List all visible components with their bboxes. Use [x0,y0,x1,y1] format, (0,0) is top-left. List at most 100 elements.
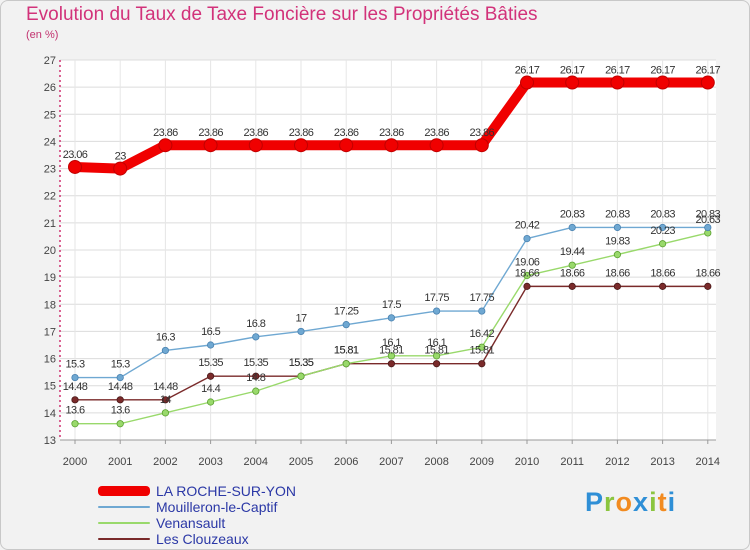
data-label: 19.83 [605,236,630,248]
data-label: 20.42 [515,220,540,232]
data-point [384,138,399,153]
legend-label: Mouilleron-le-Captif [156,499,278,515]
data-point [207,341,215,349]
x-tick-label: 2014 [696,456,720,468]
x-tick-label: 2013 [650,456,674,468]
data-point [613,282,622,290]
data-point [297,372,305,380]
logo-letter: P [585,487,605,517]
logo-letter: i [649,487,658,517]
data-point [161,346,169,355]
data-label: 19.06 [515,257,540,269]
data-label: 23.86 [198,127,223,139]
data-point [387,314,395,322]
y-tick-label: 21 [44,218,56,230]
x-tick-label: 2012 [605,456,629,468]
x-tick-label: 2004 [244,456,268,468]
data-label: 17.5 [382,299,401,311]
legend-swatch [98,486,150,496]
data-point [658,282,667,290]
data-label: 13.6 [65,405,84,417]
x-tick-label: 2001 [108,456,132,468]
data-point [248,138,263,153]
data-label: 15.81 [379,345,404,357]
data-point [203,138,218,153]
data-point [297,327,305,336]
data-point [252,372,260,380]
legend-swatch [98,522,150,524]
data-point [700,75,715,90]
data-point [252,387,260,395]
chart-title: Evolution du Taux de Taxe Foncière sur l… [26,4,538,25]
data-point [207,398,215,406]
legend-label: LA ROCHE-SUR-YON [156,483,297,499]
logo-letter: o [615,487,634,517]
data-point [658,223,667,232]
data-label: 20.23 [650,225,675,237]
y-axis-unit: (en %) [26,29,59,41]
data-label: 26.17 [560,65,585,77]
legend-item: Mouilleron-le-Captif [98,499,296,515]
data-label: 26.17 [605,65,630,77]
data-label: 18.66 [515,267,540,279]
data-point [116,420,124,428]
data-label: 18.66 [696,267,721,279]
data-label: 23.86 [424,127,449,139]
x-tick-label: 2011 [560,456,584,468]
x-tick-label: 2002 [153,456,177,468]
data-label: 23.86 [244,127,269,139]
data-label: 23.86 [334,127,359,139]
y-tick-label: 25 [44,109,56,121]
data-point [158,138,173,153]
data-point [655,75,670,90]
y-tick-label: 14 [44,408,56,420]
y-tick-label: 18 [44,299,56,311]
x-tick-label: 2006 [334,456,358,468]
data-point [161,409,169,417]
data-point [474,138,489,153]
data-label: 15.35 [289,357,314,369]
data-point [342,321,350,329]
y-tick-label: 27 [44,55,56,67]
legend-label: Les Clouzeaux [156,531,249,547]
data-point [339,138,354,153]
y-tick-label: 26 [44,82,56,94]
data-point [161,396,169,404]
data-label: 23 [115,151,127,163]
data-label: 26.17 [696,65,721,77]
data-point [387,352,395,360]
data-point [478,360,486,368]
data-label: 14.48 [153,381,178,393]
legend-label: Venansault [156,515,226,531]
data-label: 15.81 [470,345,495,357]
data-label: 16.5 [201,326,220,338]
x-tick-label: 2009 [470,456,494,468]
data-point [610,75,625,90]
data-point [704,282,712,290]
data-label: 20.63 [696,214,721,226]
logo-letter: r [604,487,616,517]
x-tick-label: 2010 [515,456,539,468]
data-point [432,352,441,360]
data-label: 23.86 [470,127,495,139]
x-tick-label: 2000 [63,456,87,468]
data-label: 15.3 [111,359,130,371]
proxiti-logo: Proxiti [585,487,676,518]
data-point [294,138,308,153]
legend-item: Les Clouzeaux [98,531,296,547]
data-label: 20.83 [696,208,721,220]
data-label: 20.83 [650,208,675,220]
x-tick-label: 2005 [289,456,313,468]
data-label: 23.86 [289,127,314,139]
x-tick-label: 2008 [424,456,448,468]
data-point [523,282,531,290]
data-label: 26.17 [650,65,675,77]
data-point [116,396,124,404]
x-tick-label: 2003 [198,456,222,468]
y-tick-label: 20 [44,245,56,257]
data-label: 15.81 [424,345,449,357]
chart-legend: LA ROCHE-SUR-YON Mouilleron-le-Captif Vena… [98,483,296,547]
y-tick-label: 23 [44,164,56,176]
data-label: 15.81 [334,345,359,357]
data-point [704,223,712,232]
